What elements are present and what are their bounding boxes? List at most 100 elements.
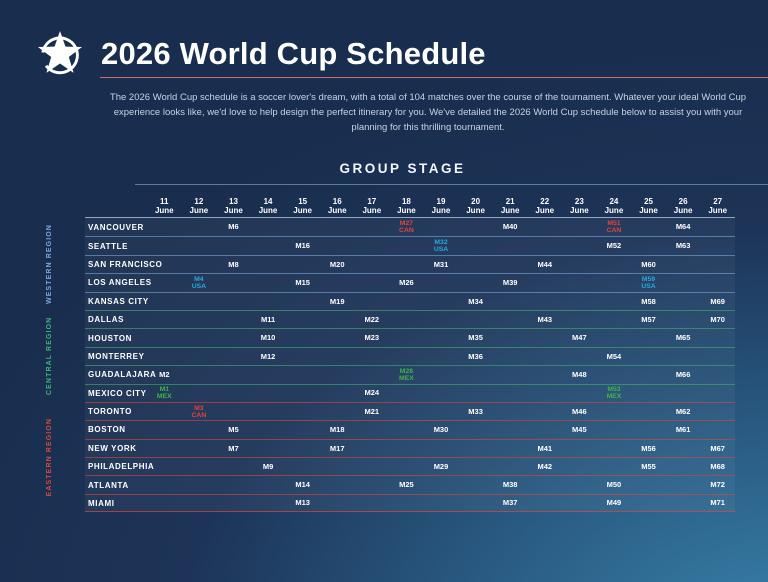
match-cell-m66: M66 <box>675 370 691 380</box>
table-row-mexico-city: MEXICO CITY M1 MEX M24 M53 MEX <box>85 383 735 402</box>
match-cell-m48: M48 <box>572 370 587 380</box>
match-cell-m6: M6 <box>228 222 239 232</box>
match-cell-m37: M37 <box>502 498 518 508</box>
match-cell-m54: M54 <box>606 351 622 361</box>
table-row-houston: HOUSTON M10 M23 M35 M47 M65 <box>85 328 735 347</box>
date-col-25-june: 25 June <box>639 197 658 215</box>
match-cell-m1: M1 MEX <box>156 386 172 401</box>
match-cell-m10: M10 <box>260 333 276 343</box>
match-cell-m4: M4 USA <box>191 275 207 290</box>
match-cell-m26: M26 <box>399 278 414 288</box>
city-label: HOUSTON <box>88 333 133 343</box>
table-row-vancouver: VANCOUVER M6 M27 CAN M40 M51 CAN M64 <box>85 218 735 237</box>
match-cell-m33: M33 <box>468 406 483 416</box>
table-row-atlanta: ATLANTA M14 M25 M38 M50 M72 <box>85 475 735 494</box>
city-label: VANCOUVER <box>88 222 144 232</box>
date-col-16-june: 16 June <box>327 197 347 215</box>
match-cell-m46: M46 <box>572 406 587 416</box>
region-label-western: WESTERN REGION <box>46 224 53 304</box>
table-body: VANCOUVER M6 M27 CAN M40 M51 CAN M64 SEATTLE M16 M… <box>85 218 735 513</box>
match-cell-m51: M51 CAN <box>606 220 622 235</box>
match-cell-m14: M14 <box>295 480 310 490</box>
date-col-18-june: 18 June <box>397 197 416 215</box>
match-cell-m55: M55 <box>641 462 656 472</box>
date-col-24-june: 24 June <box>604 197 624 215</box>
intro-description: The 2026 World Cup schedule is a soccer … <box>109 92 747 133</box>
table-row-philadelphia: PHILADELPHIA M9 M29 M42 M55 M68 <box>85 457 735 476</box>
date-col-19-june: 19 June <box>431 197 451 215</box>
date-col-17-june: 17 June <box>362 197 382 215</box>
match-cell-m42: M42 <box>537 462 553 472</box>
table-row-los-angeles: LOS ANGELES M4 USA M15 M26 M39 M59 USA <box>85 273 735 292</box>
city-label: DALLAS <box>88 315 125 325</box>
title-accent-line <box>100 77 768 78</box>
match-cell-m67: M67 <box>710 443 725 453</box>
table-row-boston: BOSTON M5 M18 M30 M45 M61 <box>85 420 735 439</box>
group-stage-heading: GROUP STAGE <box>339 161 466 176</box>
match-cell-m34: M34 <box>468 296 483 306</box>
match-cell-m71: M71 <box>710 498 725 508</box>
match-cell-m44: M44 <box>537 259 553 269</box>
match-cell-m58: M58 <box>641 296 656 306</box>
match-cell-m65: M65 <box>675 333 691 343</box>
schedule-table: WESTERN REGION CENTRAL REGION EASTERN RE… <box>46 190 735 513</box>
match-cell-m56: M56 <box>641 443 656 453</box>
match-cell-m22: M22 <box>364 314 380 324</box>
match-cell-m30: M30 <box>433 425 449 435</box>
match-cell-m49: M49 <box>606 498 622 508</box>
city-label: MEXICO CITY <box>88 388 147 398</box>
match-cell-m5: M5 <box>228 425 239 435</box>
match-cell-m70: M70 <box>710 314 725 324</box>
match-cell-m59: M59 USA <box>641 275 656 290</box>
match-cell-m38: M38 <box>502 480 518 490</box>
match-cell-m2: M2 <box>159 370 170 380</box>
date-col-21-june: 21 June <box>500 197 520 215</box>
city-label: GUADALAJARA <box>88 370 157 380</box>
match-cell-m57: M57 <box>641 314 656 324</box>
city-label: NEW YORK <box>88 443 137 453</box>
match-cell-m31: M31 <box>433 259 449 269</box>
city-label: SAN FRANCISCO <box>88 259 163 269</box>
match-cell-m52: M52 <box>606 241 622 251</box>
match-cell-m39: M39 <box>502 278 518 288</box>
date-col-12-june: 12 June <box>189 197 209 215</box>
date-col-20-june: 20 June <box>466 197 485 215</box>
city-label: MIAMI <box>88 498 115 508</box>
match-cell-m36: M36 <box>468 351 483 361</box>
match-cell-m16: M16 <box>295 241 310 251</box>
match-cell-m23: M23 <box>364 333 380 343</box>
table-row-toronto: TORONTO M3 CAN M21 M33 M46 M62 <box>85 401 735 421</box>
match-cell-m7: M7 <box>228 443 239 453</box>
match-cell-m32: M32 USA <box>433 239 449 254</box>
match-cell-m28: M28 MEX <box>399 367 414 382</box>
match-cell-m60: M60 <box>641 259 656 269</box>
match-cell-m15: M15 <box>295 278 310 288</box>
match-cell-m40: M40 <box>502 222 518 232</box>
star-soccer-ball-logo-icon <box>31 24 89 82</box>
city-label: PHILADELPHIA <box>88 462 155 472</box>
date-col-26-june: 26 June <box>673 197 693 215</box>
table-row-monterrey: MONTERREY M12 M36 M54 <box>85 346 735 366</box>
match-cell-m63: M63 <box>675 241 691 251</box>
match-cell-m8: M8 <box>228 259 239 269</box>
group-stage-divider <box>135 184 768 185</box>
table-row-new-york: NEW YORK M7 M17 M41 M56 M67 <box>85 438 735 458</box>
table-row-guadalajara: GUADALAJARA M2 M28 MEX M48 M66 <box>85 365 735 384</box>
page-title: 2026 World Cup Schedule <box>101 36 486 71</box>
match-cell-m72: M72 <box>710 480 725 490</box>
match-cell-m47: M47 <box>572 333 587 343</box>
date-col-23-june: 23 June <box>570 197 589 215</box>
match-cell-m62: M62 <box>675 406 691 416</box>
date-col-15-june: 15 June <box>293 197 312 215</box>
match-cell-m3: M3 CAN <box>191 404 207 419</box>
region-label-eastern: EASTERN REGION <box>46 417 53 497</box>
match-cell-m12: M12 <box>260 351 276 361</box>
match-cell-m17: M17 <box>329 443 345 453</box>
match-cell-m18: M18 <box>329 425 345 435</box>
table-row-kansas-city: KANSAS CITY M19 M34 M58 M69 <box>85 291 735 310</box>
match-cell-m53: M53 MEX <box>606 386 622 401</box>
date-col-11-june: 11 June <box>154 197 174 215</box>
city-label: ATLANTA <box>88 480 129 490</box>
match-cell-m68: M68 <box>710 462 725 472</box>
date-col-22-june: 22 June <box>535 197 555 215</box>
